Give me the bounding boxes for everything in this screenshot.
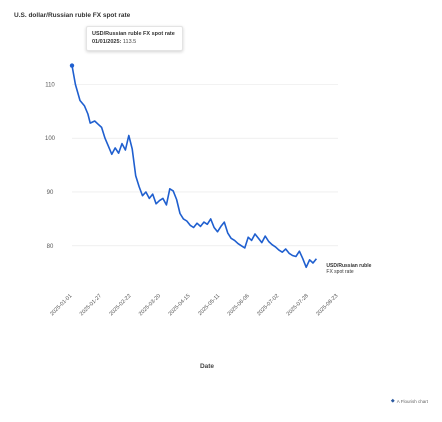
x-tick-label: 2025-04-15 xyxy=(167,293,191,317)
x-tick-label: 2025-06-06 xyxy=(227,293,251,317)
x-tick-label: 2025-05-11 xyxy=(197,293,221,317)
highlighted-data-point xyxy=(69,63,75,68)
x-tick-label: 2025-01-27 xyxy=(79,293,103,317)
x-tick-label: 2025-03-20 xyxy=(138,293,162,317)
series-layer xyxy=(69,63,318,269)
x-tick-label: 2025-07-02 xyxy=(256,293,280,317)
y-tick-label: 110 xyxy=(45,82,55,88)
credit-label: A Flourish chart xyxy=(396,398,428,404)
series-end-label: FX spot rate xyxy=(326,269,353,275)
x-tick-label: 2025-08-23 xyxy=(315,293,339,317)
flourish-logo-icon: ◆ xyxy=(390,398,395,404)
x-tick-label: 2025-07-28 xyxy=(286,293,310,317)
data-tooltip: USD/Russian ruble FX spot rate 01/01/202… xyxy=(86,26,183,51)
flourish-credit[interactable]: ◆ A Flourish chart xyxy=(391,398,428,404)
grid-lines xyxy=(72,84,338,247)
x-axis-title: Date xyxy=(200,363,214,370)
y-tick-label: 90 xyxy=(47,190,54,196)
series-line-usd-rub xyxy=(71,65,318,269)
chart-title: U.S. dollar/Russian ruble FX spot rate xyxy=(14,12,131,19)
x-tick-label: 2025-01-01 xyxy=(49,293,73,317)
y-tick-label: 80 xyxy=(47,244,54,250)
tooltip-value: 113.5 xyxy=(122,39,137,45)
tooltip-date: 01/01/2025: xyxy=(92,39,122,45)
series-end-label: USD/Russian ruble xyxy=(326,263,371,269)
tooltip-series: USD/Russian ruble FX spot rate xyxy=(92,31,175,37)
x-tick-label: 2025-02-22 xyxy=(108,293,132,317)
y-tick-label: 100 xyxy=(45,136,56,142)
